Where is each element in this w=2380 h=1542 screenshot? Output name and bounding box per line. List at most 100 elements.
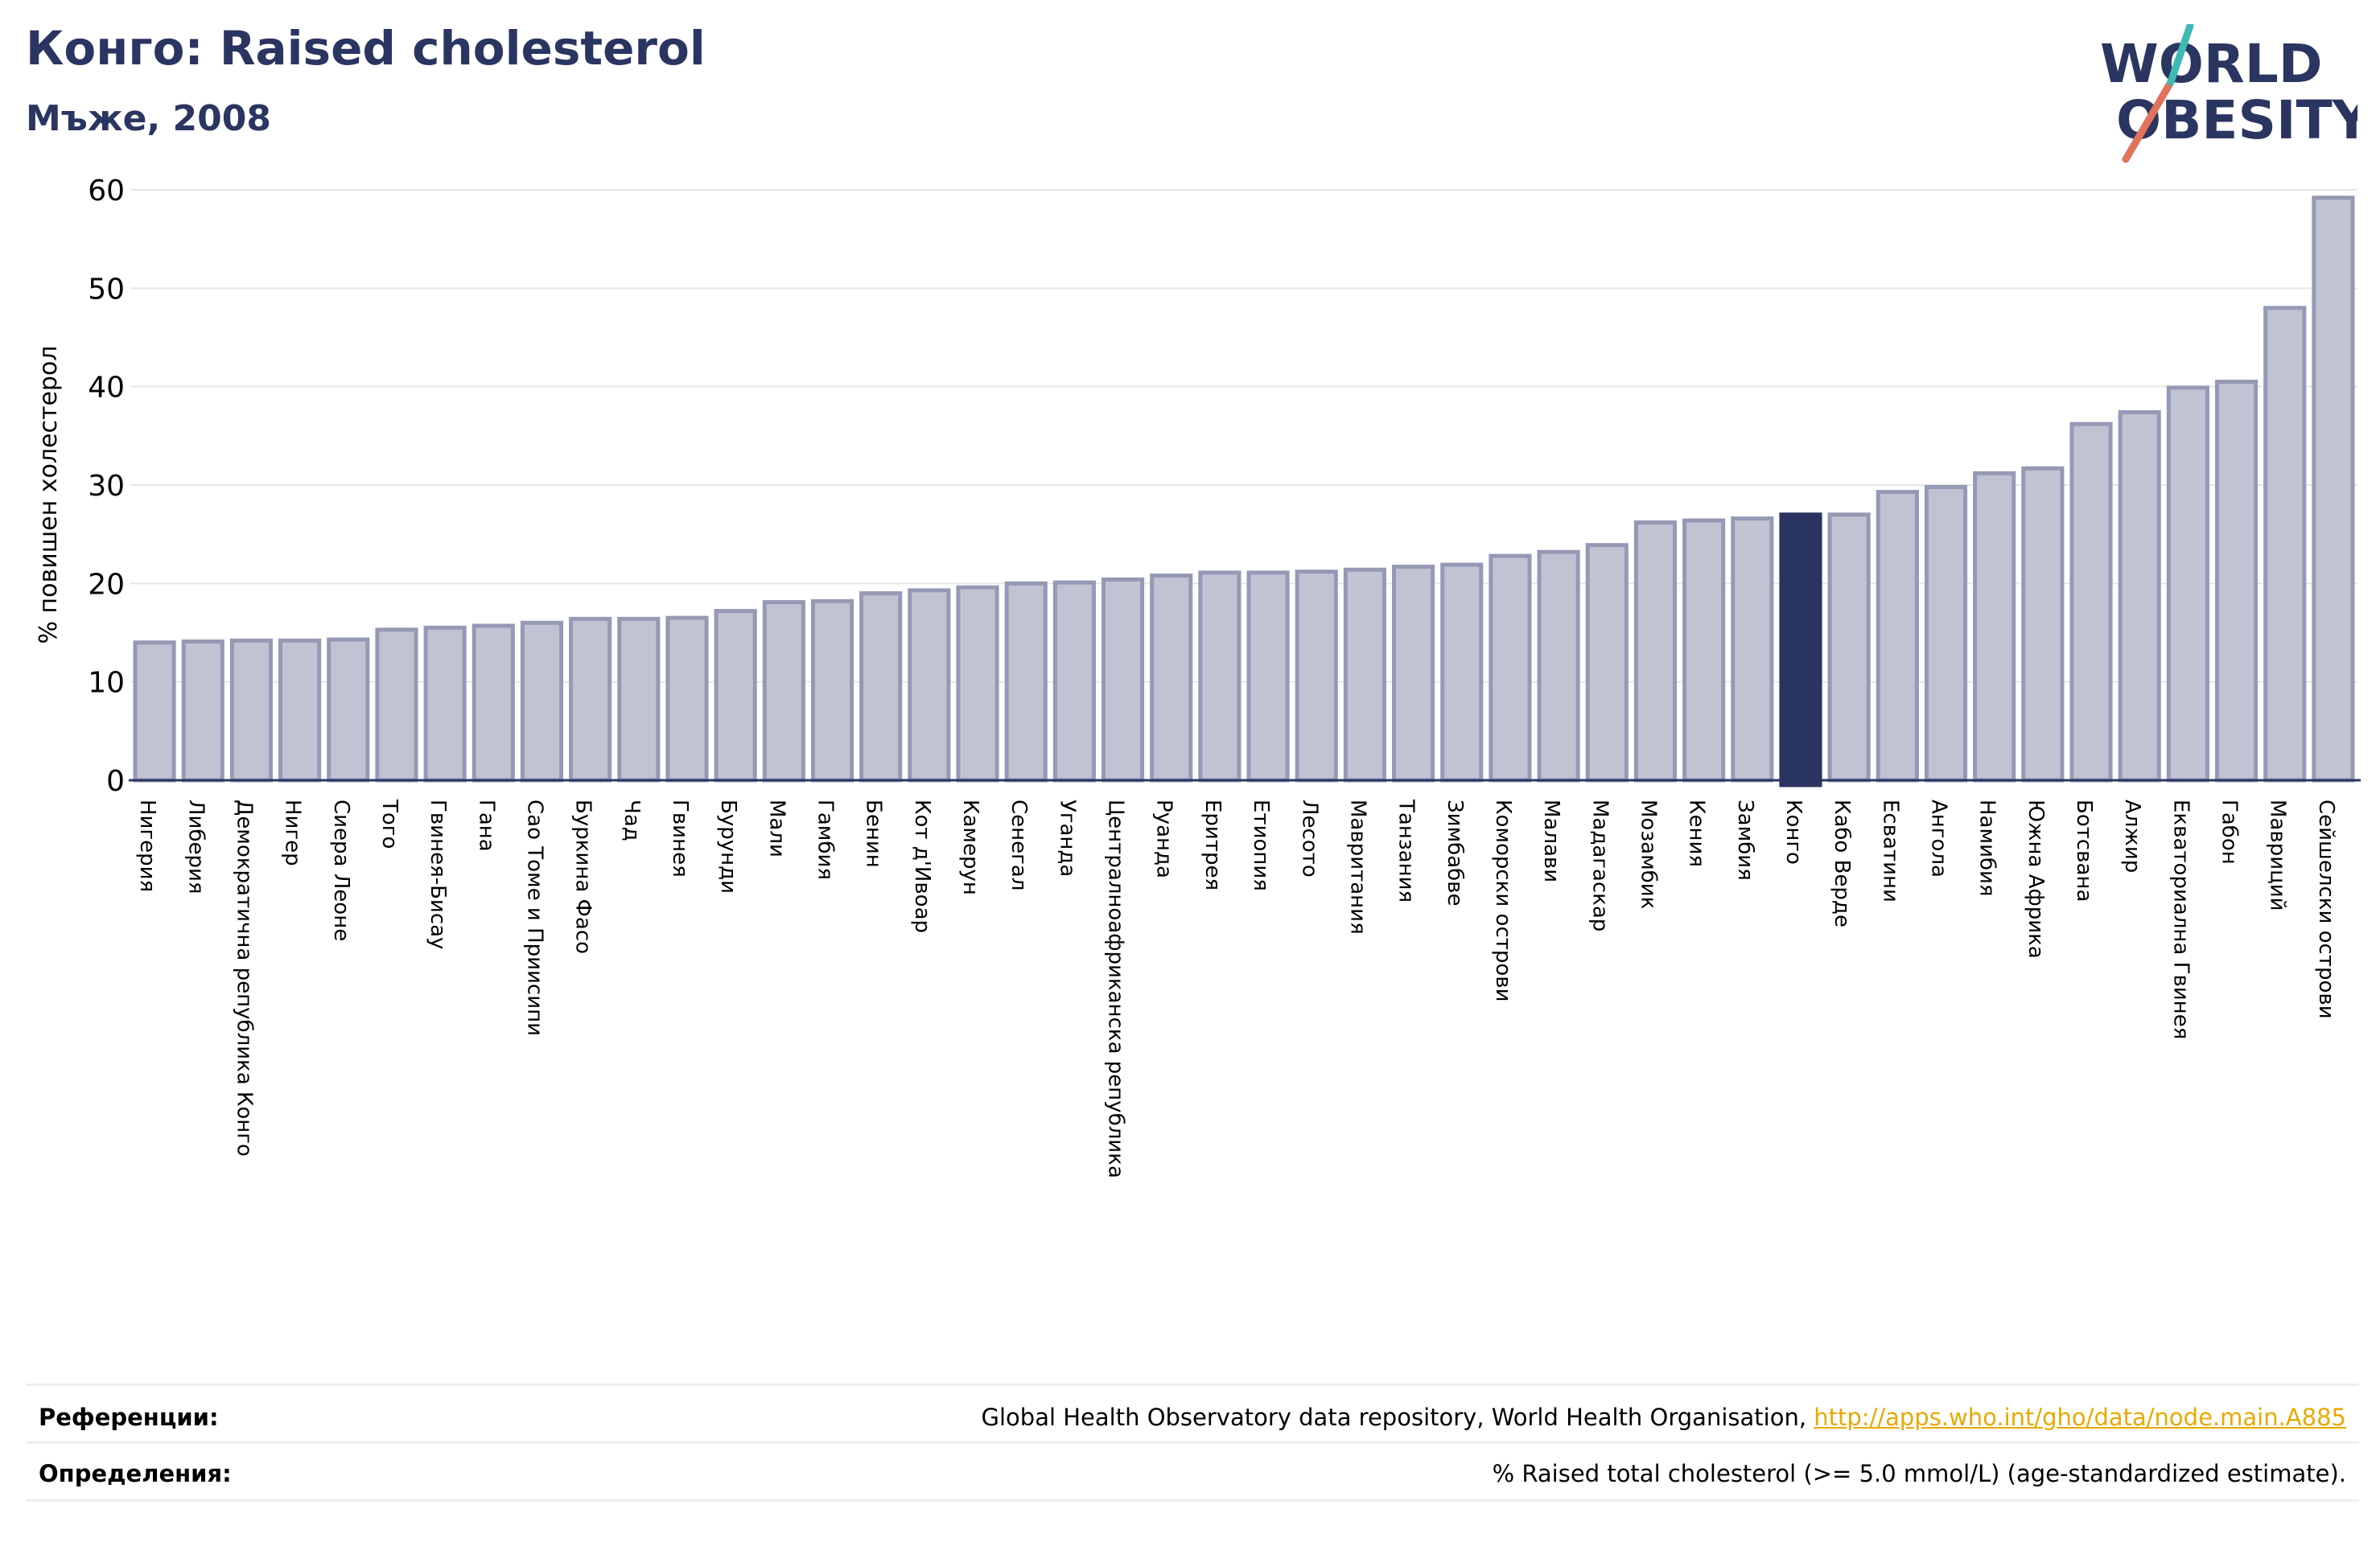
x-tick-label: Зимбабве xyxy=(1443,800,1467,907)
x-tick-label: Ботсвана xyxy=(2072,800,2096,902)
x-axis-labels: Нигерия Либерия Демократична република Кон… xyxy=(135,799,2338,1178)
x-tick-label: Ангола xyxy=(1927,800,1951,878)
x-tick-label: Чад xyxy=(620,800,644,841)
x-tick-label: Гамбия xyxy=(813,800,838,880)
bar xyxy=(1150,574,1193,783)
y-tick-label: 30 xyxy=(88,470,125,503)
bar xyxy=(1246,570,1290,783)
bar-chart: 0 10 20 30 40 50 60 % повишен холестерол Нигер… xyxy=(35,175,2361,1178)
bar xyxy=(1052,580,1096,783)
x-tick-label: Нигерия xyxy=(135,800,159,892)
bar xyxy=(2312,195,2355,783)
references-text: Global Health Observatory data repositor… xyxy=(982,1404,2346,1431)
footer-divider-middle xyxy=(26,1441,2359,1444)
bar xyxy=(1489,553,1532,783)
x-tick-label: Сиера Леоне xyxy=(329,800,353,941)
bar xyxy=(1585,543,1629,783)
x-tick-label: Мадагаскар xyxy=(1587,800,1612,931)
bar xyxy=(2118,409,2161,783)
bar xyxy=(278,638,322,783)
x-tick-label: Южна Африка xyxy=(2024,800,2048,959)
x-tick-label: Буркина Фасо xyxy=(571,800,595,954)
bar xyxy=(1633,520,1678,783)
bar xyxy=(1682,518,1726,783)
x-tick-label: Замбия xyxy=(1733,800,1757,881)
world-obesity-logo: WORLD OBESITY xyxy=(2100,24,2357,163)
x-tick-label: Демократична република Конго xyxy=(232,800,256,1157)
bar xyxy=(617,616,661,783)
x-tick-label: Гана xyxy=(474,800,498,852)
x-tick-label: Малави xyxy=(1539,800,1563,882)
y-tick-label: 0 xyxy=(106,765,125,798)
logo-text-obesity: OBESITY xyxy=(2116,89,2357,151)
bar xyxy=(1537,549,1580,783)
x-tick-label: Есватини xyxy=(1878,800,1902,903)
x-tick-label: Етиопия xyxy=(1249,800,1273,891)
references-label: Референции: xyxy=(39,1404,219,1431)
bar xyxy=(423,625,467,783)
y-tick-label: 40 xyxy=(88,372,125,405)
x-tick-label: Кот д'Ивоар xyxy=(910,800,934,933)
x-tick-label: Гвинея xyxy=(668,800,692,878)
x-tick-label: Алжир xyxy=(2120,800,2144,873)
y-axis-ticks: 0 10 20 30 40 50 60 xyxy=(88,175,125,798)
x-tick-label: Централноафриканска република xyxy=(1104,800,1128,1178)
references-link[interactable]: http://apps.who.int/gho/data/node.main.A… xyxy=(1814,1404,2346,1431)
y-tick-label: 60 xyxy=(88,175,125,208)
x-tick-label: Екваториална Гвинея xyxy=(2168,800,2193,1039)
x-tick-label: Сенегал xyxy=(1007,800,1031,890)
logo-slash-red xyxy=(2122,78,2175,163)
bar xyxy=(810,598,854,783)
bar xyxy=(1827,512,1871,783)
footer-divider-bottom xyxy=(26,1499,2359,1502)
bar xyxy=(1392,565,1435,783)
bar xyxy=(714,609,757,783)
bars xyxy=(133,195,2355,787)
x-tick-label: Сао Томе и Приисипи xyxy=(522,800,546,1036)
bar xyxy=(2214,380,2259,783)
bar xyxy=(1973,471,2016,783)
bar-highlight xyxy=(1779,512,1822,787)
bar xyxy=(229,638,274,783)
x-tick-label: Коморски острови xyxy=(1491,800,1515,1002)
x-tick-label: Сейшелски острови xyxy=(2314,800,2338,1019)
bar xyxy=(1924,484,1968,783)
bar xyxy=(2263,306,2307,783)
x-tick-label: Уганда xyxy=(1055,800,1079,877)
x-tick-label: Габон xyxy=(2217,800,2242,865)
bar xyxy=(1004,581,1048,783)
x-tick-label: Мавритания xyxy=(1345,800,1369,935)
bar xyxy=(2166,385,2209,783)
bar xyxy=(762,600,805,783)
x-tick-label: Еритрея xyxy=(1200,800,1225,890)
bar xyxy=(2069,421,2113,783)
y-tick-label: 20 xyxy=(88,568,125,601)
bar xyxy=(908,588,951,783)
bar xyxy=(133,640,176,783)
bar xyxy=(181,639,224,783)
x-tick-label: Кабо Верде xyxy=(1830,800,1854,927)
y-tick-label: 10 xyxy=(88,667,125,700)
x-tick-label: Бурунди xyxy=(716,800,740,894)
x-tick-label: Либерия xyxy=(183,800,208,894)
bar xyxy=(1295,570,1338,783)
x-tick-label: Мали xyxy=(764,800,789,857)
bar xyxy=(1101,577,1145,783)
page-title: Конго: Raised cholesterol xyxy=(26,21,706,76)
x-tick-label: Мозамбик xyxy=(1636,800,1660,909)
bar xyxy=(375,627,418,783)
bar xyxy=(569,616,612,783)
page-subtitle: Мъже, 2008 xyxy=(26,98,271,139)
x-tick-label: Кения xyxy=(1685,800,1709,867)
x-tick-label: Руанда xyxy=(1152,800,1176,878)
x-tick-label: Бенин xyxy=(862,800,886,868)
y-axis-label: % повишен холестерол xyxy=(35,346,63,644)
bar xyxy=(1440,562,1484,783)
x-tick-label: Танзания xyxy=(1394,799,1419,903)
bar xyxy=(2021,466,2065,783)
x-tick-label: Гвинея-Бисау xyxy=(426,800,450,949)
bar xyxy=(1876,490,1919,783)
definitions-label: Определения: xyxy=(39,1460,232,1487)
bar xyxy=(1731,516,1774,783)
footer-divider-top xyxy=(26,1384,2359,1386)
